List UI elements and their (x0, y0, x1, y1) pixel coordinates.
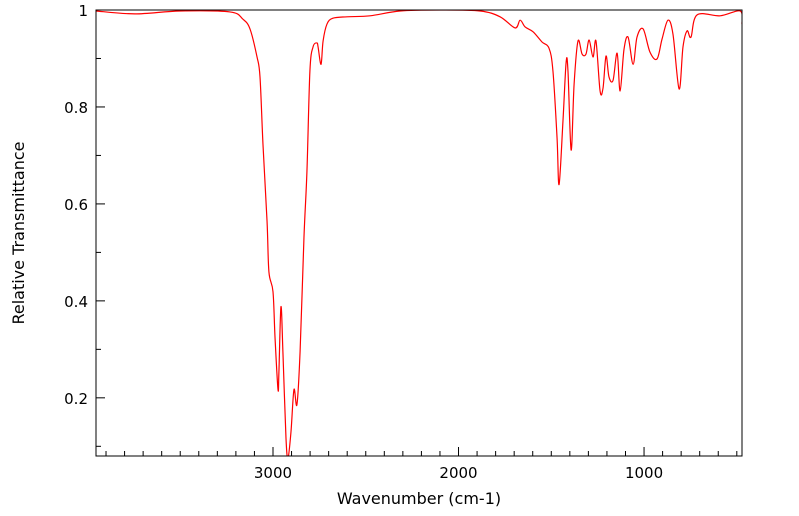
y-tick-label: 1 (78, 2, 88, 20)
y-axis-title: Relative Transmittance (9, 141, 28, 324)
x-axis-title: Wavenumber (cm-1) (337, 489, 501, 508)
axis-ticks (96, 9, 738, 456)
x-tick-label: 3000 (254, 464, 292, 482)
tick-labels: 3000 2000 1000 1 0.8 0.6 0.4 0.2 (64, 2, 663, 482)
y-tick-label: 0.2 (64, 390, 88, 408)
y-tick-label: 0.8 (64, 99, 88, 117)
x-tick-label: 2000 (439, 464, 477, 482)
plot-frame (95, 9, 743, 457)
y-tick-label: 0.6 (64, 196, 88, 214)
spectrum-line (96, 10, 742, 456)
x-tick-label: 1000 (625, 464, 663, 482)
y-tick-label: 0.4 (64, 293, 88, 311)
